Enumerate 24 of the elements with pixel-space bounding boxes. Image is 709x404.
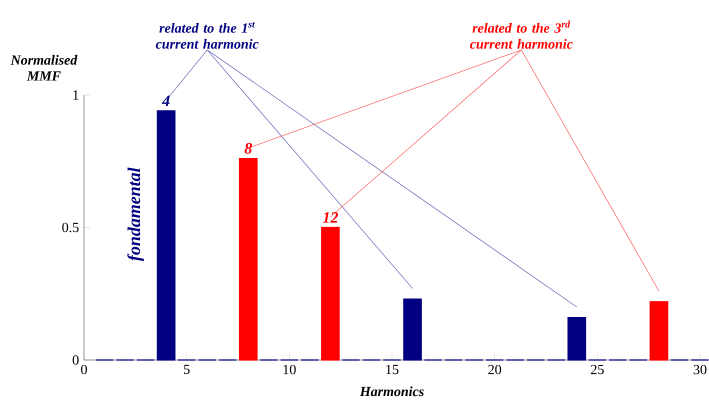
bar xyxy=(403,298,422,361)
bar xyxy=(650,301,668,361)
text: related to the 1$^{st}$ current harmonic xyxy=(156,22,259,49)
y-tick-label: 0.5 xyxy=(62,222,79,232)
x-tick-label: 10 xyxy=(284,364,296,374)
bar xyxy=(156,110,176,361)
y-axis-title: Normalised MMF xyxy=(10,54,78,81)
x-tick-label: 15 xyxy=(386,364,398,374)
bar xyxy=(321,226,340,361)
annotation: 12 xyxy=(322,212,338,223)
bar xyxy=(567,317,586,361)
bar xyxy=(238,158,258,361)
x-tick-label: 30 xyxy=(694,364,706,374)
x-axis-title: Harmonics xyxy=(360,386,424,396)
y-tick-label: 0 xyxy=(72,355,79,365)
annotation: 8 xyxy=(244,143,252,154)
x-tick-label: 5 xyxy=(184,364,190,374)
text: related to the 3$^{rd}$ current harmonic xyxy=(470,20,573,49)
x-tick-label: 20 xyxy=(488,364,502,374)
y-tick-label: 1 xyxy=(73,90,78,100)
annotation: 4 xyxy=(162,96,170,106)
x-tick-label: 25 xyxy=(590,364,604,374)
x-tick-label: 0 xyxy=(81,364,87,374)
annotation: fondamental xyxy=(127,167,144,262)
